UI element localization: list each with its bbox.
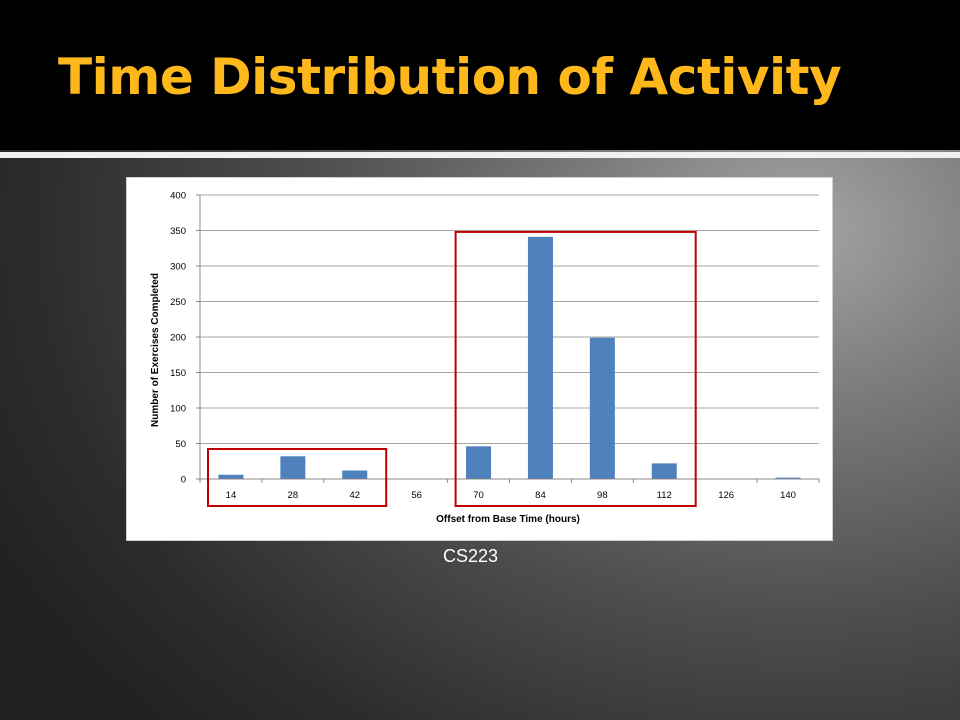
title-divider bbox=[0, 152, 960, 158]
y-tick-label-100: 100 bbox=[170, 404, 186, 415]
gridlines bbox=[200, 194, 819, 444]
x-tick-label-84: 84 bbox=[535, 490, 546, 501]
bar-112 bbox=[651, 463, 677, 479]
slide-title: Time Distribution of Activity bbox=[58, 48, 842, 106]
x-tick-label-70: 70 bbox=[473, 490, 484, 501]
bar-28 bbox=[280, 456, 306, 479]
y-tick-label-200: 200 bbox=[170, 333, 186, 344]
x-tick-label-140: 140 bbox=[780, 490, 796, 501]
x-tick-label-126: 126 bbox=[718, 490, 734, 501]
x-tick-label-56: 56 bbox=[411, 490, 422, 501]
bar-chart: 0 50 100 150 200 250 300 350 400 14 28 42 56 70 84 98 11… bbox=[150, 191, 820, 525]
x-axis-title: Offset from Base Time (hours) bbox=[436, 514, 580, 525]
bar-70 bbox=[466, 446, 492, 479]
y-tick-label-0: 0 bbox=[181, 475, 186, 486]
bar-98 bbox=[589, 337, 615, 479]
x-tick-label-28: 28 bbox=[288, 490, 299, 501]
y-tick-label-400: 400 bbox=[170, 191, 186, 202]
y-tick-label-50: 50 bbox=[175, 439, 186, 450]
highlight-boxes bbox=[207, 230, 697, 507]
x-tick-label-42: 42 bbox=[349, 490, 360, 501]
bar-140 bbox=[775, 477, 801, 479]
x-tick-label-14: 14 bbox=[226, 490, 237, 501]
y-tick-label-150: 150 bbox=[170, 368, 186, 379]
y-tick-label-250: 250 bbox=[170, 297, 186, 308]
highlight-box-2 bbox=[454, 230, 697, 507]
x-tick-label-98: 98 bbox=[597, 490, 608, 501]
axes: 0 50 100 150 200 250 300 350 400 14 28 42 56 70 84 98 11… bbox=[170, 191, 820, 501]
title-bar: Time Distribution of Activity bbox=[0, 0, 960, 150]
bar-84 bbox=[527, 236, 553, 479]
chart-caption: CS223 bbox=[443, 546, 499, 566]
y-tick-label-300: 300 bbox=[170, 262, 186, 273]
bars bbox=[218, 236, 801, 479]
y-tick-label-350: 350 bbox=[170, 226, 186, 237]
bar-42 bbox=[342, 470, 368, 479]
y-axis-title: Number of Exercises Completed bbox=[150, 273, 161, 427]
highlight-box-1 bbox=[207, 448, 388, 507]
x-tick-label-112: 112 bbox=[657, 490, 672, 501]
chart-container: 0 50 100 150 200 250 300 350 400 14 28 42 56 70 84 98 11… bbox=[126, 177, 833, 541]
bar-14 bbox=[218, 474, 244, 479]
